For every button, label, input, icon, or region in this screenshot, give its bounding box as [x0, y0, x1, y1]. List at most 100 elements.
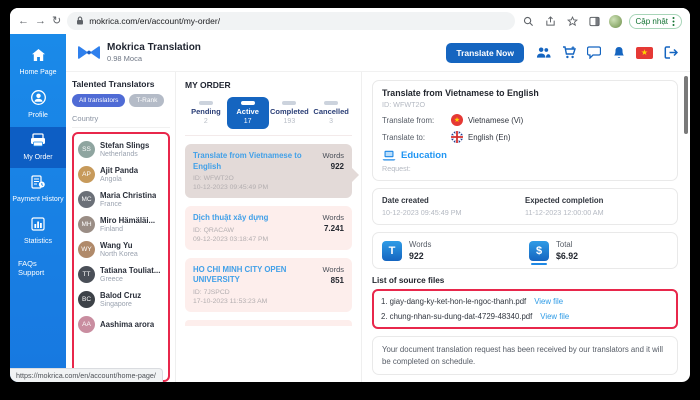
translators-people-icon[interactable] — [536, 45, 551, 60]
translator-country: France — [100, 201, 122, 208]
tab-cancelled[interactable]: Cancelled 3 — [310, 97, 352, 129]
notifications-bell-icon[interactable] — [611, 45, 626, 60]
sidebar-nav: Home Page Profile My Order Payment History S… — [10, 34, 66, 382]
translator-info: Miro Hämäläi... Finland — [100, 216, 155, 233]
view-file-link[interactable]: View file — [534, 297, 564, 306]
tab-label: Cancelled — [313, 107, 349, 116]
profile-avatar[interactable] — [608, 14, 622, 28]
home-icon — [31, 48, 46, 67]
lock-icon — [76, 12, 84, 30]
order-words-label: Words — [322, 151, 344, 160]
zoom-icon[interactable] — [521, 14, 536, 29]
translator-info: Aashima arora — [100, 320, 154, 329]
order-card-id: ID: QRACAW — [193, 226, 234, 234]
order-card-info: Translate from Vietnamese to English ID: … — [193, 151, 316, 191]
reload-icon[interactable]: ↻ — [52, 14, 62, 27]
translator-row-aashima-arora[interactable]: AA Aashima arora — [76, 312, 166, 337]
sidebar-item-label: Home Page — [19, 69, 57, 76]
translator-country: North Korea — [100, 251, 138, 258]
dates-card: Date created 10-12-2023 09:45:49 PM Expe… — [372, 188, 678, 225]
order-words-label: Words — [322, 213, 344, 223]
sidebar-item-payment-history[interactable]: Payment History — [10, 168, 66, 211]
translators-panel: Talented Translators All translators T-R… — [66, 72, 176, 382]
tab-completed[interactable]: Completed 193 — [269, 97, 311, 129]
translator-info: Stefan Slings Netherlands — [100, 141, 149, 158]
translator-row-miro-h-m-l-i[interactable]: MH Miro Hämäläi... Finland — [76, 212, 166, 237]
order-card-title: Translate from Vietnamese to English — [193, 151, 302, 171]
translator-avatar: MH — [78, 216, 95, 233]
sidebar-item-statistics[interactable]: Statistics — [10, 211, 66, 253]
app-header: Mokrica Translation 0.98 Moca Translate … — [66, 34, 690, 72]
date-created-label: Date created — [382, 196, 429, 205]
kebab-menu-icon — [672, 16, 675, 26]
side-panel-icon[interactable] — [587, 14, 602, 29]
country-label: Country — [72, 114, 170, 128]
order-card-info: Dịch thuật xây dựng ID: QRACAW 09-12-2023 … — [193, 213, 316, 243]
translator-info: Tatiana Touliat... Greece — [100, 266, 160, 283]
browser-update-label: Cập nhật — [635, 16, 668, 26]
payment-history-icon — [31, 174, 45, 194]
translate-from-label: Translate from: — [382, 115, 435, 125]
category-label[interactable]: Education — [401, 150, 447, 161]
translators-list-highlight: SS Stefan Slings Netherlands AP Ajit Panda An… — [72, 132, 170, 382]
translator-info: Balod Cruz Singapore — [100, 291, 141, 308]
logout-icon[interactable] — [663, 45, 678, 60]
bookmark-star-icon[interactable] — [565, 14, 580, 29]
total-dollar-icon: $ — [529, 240, 549, 265]
sidebar-item-label: My Order — [23, 153, 53, 161]
translate-to-value: English (En) — [468, 132, 511, 142]
translator-row-tatiana-touliat[interactable]: TT Tatiana Touliat... Greece — [76, 262, 166, 287]
date-created-value: 10-12-2023 09:45:49 PM — [382, 208, 462, 217]
order-card-partial[interactable] — [185, 319, 352, 326]
filter-all-translators[interactable]: All translators — [72, 94, 126, 107]
cart-icon[interactable] — [561, 45, 576, 60]
translator-country: Angola — [100, 176, 122, 183]
sidebar-item-profile[interactable]: Profile — [10, 84, 66, 127]
chat-icon[interactable] — [586, 45, 601, 60]
order-list: Translate from Vietnamese to English ID: … — [185, 144, 359, 312]
translator-info: Wang Yu North Korea — [100, 241, 138, 258]
order-card-id-qracaw[interactable]: Dịch thuật xây dựng ID: QRACAW 09-12-2023 … — [185, 206, 352, 250]
balance-label: 0.98 Moca — [107, 54, 143, 63]
order-card-date: 09-12-2023 03:18:47 PM — [193, 235, 269, 243]
translator-row-maria-christina[interactable]: MC Maria Christina France — [76, 187, 166, 212]
translator-row-stefan-slings[interactable]: SS Stefan Slings Netherlands — [76, 137, 166, 162]
words-icon: T — [382, 240, 402, 261]
translator-row-balod-cruz[interactable]: BC Balod Cruz Singapore — [76, 287, 166, 312]
tab-count: 17 — [243, 118, 252, 125]
translator-row-ajit-panda[interactable]: AP Ajit Panda Angola — [76, 162, 166, 187]
translator-name: Wang Yu — [100, 241, 133, 250]
translate-now-button[interactable]: Translate Now — [446, 42, 524, 63]
browser-update-button[interactable]: Cập nhật — [628, 13, 682, 29]
sidebar-item-faqs-support[interactable]: FAQs Support — [10, 253, 66, 284]
forward-icon[interactable]: → — [35, 14, 46, 27]
education-icon — [382, 150, 396, 161]
view-file-link[interactable]: View file — [540, 312, 570, 321]
sidebar-item-home-page[interactable]: Home Page — [10, 42, 66, 84]
order-card-words: Words 922 — [322, 151, 344, 191]
translator-row-wang-yu[interactable]: WY Wang Yu North Korea — [76, 237, 166, 262]
page-scrollbar[interactable] — [684, 76, 688, 134]
translator-name: Balod Cruz — [100, 291, 142, 300]
order-icon — [30, 132, 46, 152]
address-bar[interactable]: mokrica.com/en/account/my-order/ — [67, 12, 515, 30]
translator-info: Ajit Panda Angola — [100, 166, 138, 183]
tab-pending[interactable]: Pending 2 — [185, 97, 227, 129]
brand[interactable]: Mokrica Translation 0.98 Moca — [78, 42, 201, 63]
order-card-id: ID: WFWT2O — [193, 175, 234, 183]
tab-active[interactable]: Active 17 — [226, 97, 269, 129]
sidebar-item-label: Profile — [28, 111, 48, 119]
filter-t-rank[interactable]: T-Rank — [129, 94, 165, 107]
translator-name: Ajit Panda — [100, 166, 139, 175]
status-message-card: Your document translation request has be… — [372, 336, 678, 376]
sidebar-item-my-order[interactable]: My Order — [10, 126, 66, 169]
order-card-id-wfwt2o[interactable]: Translate from Vietnamese to English ID: … — [185, 144, 359, 199]
translator-avatar: BC — [78, 291, 95, 308]
share-icon[interactable] — [543, 14, 558, 29]
order-words-value: 7.241 — [323, 224, 344, 234]
total-label: Total — [556, 240, 573, 249]
language-flag-vn-icon[interactable]: ★ — [636, 46, 653, 59]
translator-avatar: TT — [78, 266, 95, 283]
back-icon[interactable]: ← — [18, 14, 29, 27]
order-card-id-7jspcd[interactable]: HO CHI MINH CITY OPEN UNIVERSITY ID: 7JSP… — [185, 257, 352, 312]
